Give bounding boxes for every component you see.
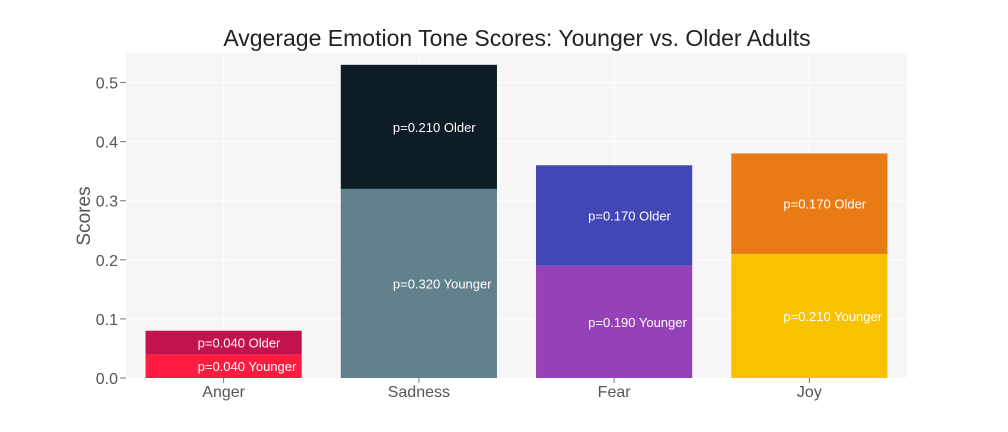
chart-title: Avgerage Emotion Tone Scores: Younger vs…: [223, 25, 810, 51]
y-tick-label: 0.4: [96, 135, 118, 152]
x-tick-label: Sadness: [388, 384, 450, 401]
y-axis-label: Scores: [74, 186, 95, 245]
bar-segment: [731, 253, 888, 378]
x-tick-label: Anger: [202, 384, 245, 401]
bar-label: p=0.320 Younger: [393, 276, 492, 291]
bar-segment: [145, 354, 302, 378]
y-tick-label: 0.0: [96, 371, 118, 388]
y-tick-label: 0.3: [96, 194, 118, 211]
bar-label: p=0.040 Older: [198, 336, 281, 351]
x-tick-label: Fear: [598, 384, 632, 401]
bar-segment: [340, 188, 497, 378]
bar-label: p=0.170 Older: [588, 209, 671, 224]
y-tick-label: 0.2: [96, 253, 118, 270]
y-axis-ticks: 0.0 0.1 0.2 0.3 0.4 0.5: [96, 76, 126, 388]
x-axis-ticks: Anger Sadness Fear Joy: [202, 378, 822, 401]
bar-label: p=0.210 Younger: [783, 309, 882, 324]
bar-label: p=0.190 Younger: [588, 315, 687, 330]
x-tick-label: Joy: [797, 384, 822, 401]
bar-segment: [536, 265, 693, 378]
bar-label: p=0.040 Younger: [198, 359, 297, 374]
bar-label: p=0.210 Older: [393, 120, 476, 135]
bar-label: p=0.170 Older: [783, 197, 866, 212]
bar-segment: [536, 165, 693, 266]
y-tick-label: 0.5: [96, 76, 118, 93]
bar-segment: [340, 64, 497, 189]
bar-segment: [145, 330, 302, 355]
bar-segment: [731, 153, 888, 254]
y-tick-label: 0.1: [96, 312, 118, 329]
bars: p=0.040 Younger p=0.040 Older p=0.320 Youn…: [145, 64, 888, 378]
